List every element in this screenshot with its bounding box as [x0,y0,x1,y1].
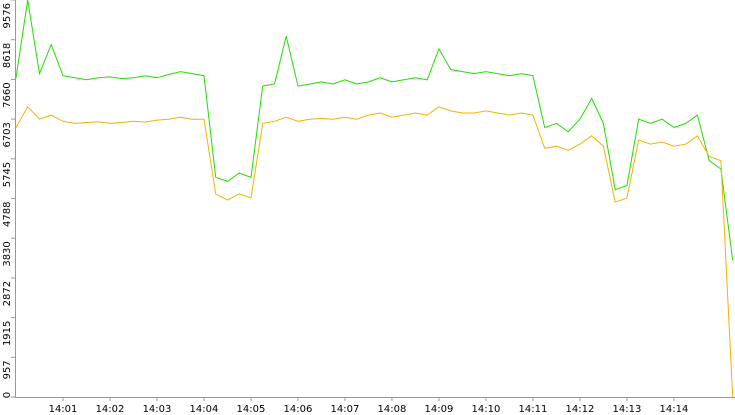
x-tick-label: 14:10 [472,404,501,415]
x-tick-label: 14:08 [378,404,407,415]
x-tick-label: 14:03 [143,404,172,415]
y-tick-label: 8618 [2,43,13,68]
x-tick-label: 14:13 [613,404,642,415]
x-tick-label: 14:06 [284,404,313,415]
x-tick-label: 14:07 [331,404,360,415]
y-tick-label: 5745 [2,162,13,187]
x-tick-label: 14:05 [237,404,266,415]
y-tick-label: 4788 [2,202,13,227]
x-tick-label: 14:11 [519,404,548,415]
y-tick-label: 9576 [2,3,13,28]
y-tick-label: 957 [2,360,13,379]
y-tick-label: 2872 [2,281,13,306]
series-line [15,105,734,398]
y-tick-label: 7660 [2,82,13,107]
x-tick-label: 14:01 [49,404,78,415]
x-tick-label: 14:12 [566,404,595,415]
y-tick-label: 0 [2,392,13,398]
x-tick-label: 14:02 [96,404,125,415]
x-tick-label: 14:04 [190,404,219,415]
y-tick-label: 6703 [2,122,13,147]
y-tick-label: 1915 [2,321,13,346]
x-tick-label: 14:14 [659,404,688,415]
y-tick-label: 3830 [2,241,13,266]
series-line [15,0,734,261]
x-tick-label: 14:09 [425,404,454,415]
